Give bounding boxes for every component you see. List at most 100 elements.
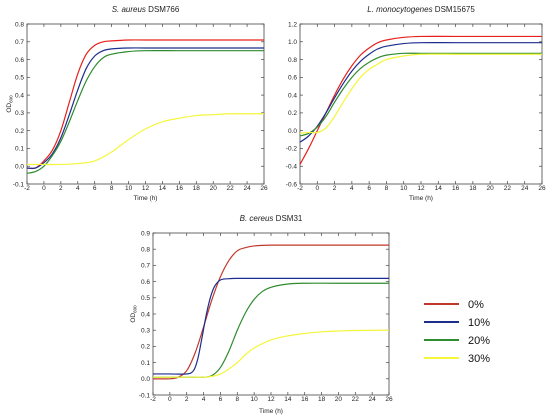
x-tick-label: 6 bbox=[367, 185, 371, 192]
x-tick-label: 14 bbox=[159, 185, 167, 192]
y-tick-label: 0.0 bbox=[15, 164, 24, 171]
y-tick-label: 0.8 bbox=[15, 21, 24, 28]
chart-title-rest: DSM31 bbox=[273, 214, 302, 223]
x-tick-label: 2 bbox=[333, 185, 337, 192]
x-tick-label: 0 bbox=[315, 185, 319, 192]
x-tick-label: 12 bbox=[142, 185, 150, 192]
chart-title-italic: L. monocytogenes bbox=[367, 5, 432, 14]
y-tick-label: 0.6 bbox=[15, 57, 24, 64]
series-line-10pct bbox=[26, 47, 264, 169]
y-tick-label: 0.4 bbox=[141, 311, 150, 318]
y-tick-label: 0.3 bbox=[15, 110, 24, 117]
y-tick-label: 0.4 bbox=[288, 92, 297, 99]
x-tick-label: 6 bbox=[93, 185, 97, 192]
legend-label: 10% bbox=[468, 317, 490, 329]
x-tick-label: 18 bbox=[469, 185, 477, 192]
chart-title-rest: DSM766 bbox=[146, 5, 180, 14]
x-tick-label: 20 bbox=[335, 396, 343, 403]
x-tick-label: 26 bbox=[538, 185, 546, 192]
y-axis-label-sub: 600 bbox=[9, 95, 14, 103]
y-tick-label: -0.6 bbox=[286, 181, 298, 188]
y-tick-label: 0.1 bbox=[141, 360, 150, 367]
y-tick-label: 0.0 bbox=[141, 376, 150, 383]
x-tick-label: 6 bbox=[219, 396, 223, 403]
x-tick-label: 0 bbox=[168, 396, 172, 403]
y-tick-label: 0.2 bbox=[15, 128, 24, 135]
x-tick-label: 0 bbox=[42, 185, 46, 192]
chart-title-italic: S. aureus bbox=[112, 5, 146, 14]
y-axis-label: OD600 bbox=[130, 305, 138, 323]
series-line-20pct bbox=[26, 50, 264, 174]
x-tick-label: 14 bbox=[284, 396, 292, 403]
x-tick-label: 18 bbox=[193, 185, 201, 192]
plot-frame bbox=[299, 23, 543, 185]
y-tick-label: 0.4 bbox=[15, 92, 24, 99]
x-tick-label: 16 bbox=[176, 185, 184, 192]
x-tick-label: 8 bbox=[385, 185, 389, 192]
series-line-0pct bbox=[26, 39, 264, 170]
y-tick-label: 0.7 bbox=[15, 39, 24, 46]
y-tick-label: 0.1 bbox=[15, 146, 24, 153]
y-tick-label: -0.1 bbox=[13, 181, 25, 188]
y-tick-label: 0.5 bbox=[141, 295, 150, 302]
y-tick-label: 0.7 bbox=[141, 263, 150, 270]
y-tick-label: 0.3 bbox=[141, 328, 150, 335]
chart-title: L. monocytogenes DSM15675 bbox=[367, 5, 475, 14]
series-line-0pct bbox=[152, 244, 389, 380]
y-tick-label: 0.2 bbox=[288, 110, 297, 117]
chart-title: B. cereus DSM31 bbox=[240, 214, 303, 223]
x-tick-label: 20 bbox=[487, 185, 495, 192]
chart-title-italic: B. cereus bbox=[240, 214, 274, 223]
x-tick-label: 14 bbox=[435, 185, 443, 192]
x-tick-label: 8 bbox=[235, 396, 239, 403]
series-line-30pct bbox=[26, 113, 265, 166]
legend: 0% 10% 20% 30% bbox=[424, 299, 490, 365]
y-tick-label: 0.9 bbox=[141, 230, 150, 237]
x-tick-label: 4 bbox=[350, 185, 354, 192]
y-tick-label: -0.2 bbox=[286, 146, 298, 153]
x-tick-label: 12 bbox=[417, 185, 425, 192]
y-tick-label: 1.2 bbox=[288, 21, 297, 28]
x-axis-label: Time (h) bbox=[409, 195, 433, 202]
y-tick-label: 0.8 bbox=[288, 57, 297, 64]
y-axis-label-main: OD bbox=[130, 313, 137, 323]
x-tick-label: 20 bbox=[210, 185, 218, 192]
chart-panel-1: -2 0 2 4 6 8 10 12 14 16 18 20 22 24 26-0.10.00.10.20.… bbox=[6, 5, 268, 202]
x-tick-label: 4 bbox=[76, 185, 80, 192]
y-axis-label-sub: 600 bbox=[133, 305, 138, 313]
x-tick-label: 10 bbox=[251, 396, 259, 403]
series-line-10pct bbox=[299, 42, 542, 143]
x-tick-label: 10 bbox=[400, 185, 408, 192]
x-tick-label: -2 bbox=[297, 185, 303, 192]
y-tick-label: 0.6 bbox=[288, 75, 297, 82]
y-axis-label: OD600 bbox=[6, 95, 14, 113]
series-line-10pct bbox=[153, 277, 389, 375]
x-tick-label: 24 bbox=[369, 396, 377, 403]
x-axis-label: Time (h) bbox=[134, 195, 158, 202]
x-tick-label: 12 bbox=[267, 396, 275, 403]
x-tick-label: 24 bbox=[521, 185, 529, 192]
x-tick-label: 16 bbox=[301, 396, 309, 403]
chart-title: S. aureus DSM766 bbox=[112, 5, 180, 14]
x-tick-label: -2 bbox=[24, 185, 30, 192]
x-tick-label: -2 bbox=[150, 396, 156, 403]
y-tick-label: 0.5 bbox=[15, 75, 24, 82]
series-line-30pct bbox=[299, 53, 542, 134]
x-tick-label: 18 bbox=[318, 396, 326, 403]
chart-panel-2: -2 0 2 4 6 8 10 12 14 16 18 20 22 24 26-0.6-0.4-0.20.0… bbox=[286, 5, 546, 202]
y-tick-label: -0.1 bbox=[139, 392, 151, 399]
plot-frame bbox=[152, 232, 390, 396]
x-tick-label: 22 bbox=[352, 396, 360, 403]
series-line-30pct bbox=[153, 329, 390, 378]
x-tick-label: 22 bbox=[504, 185, 512, 192]
y-tick-label: 1.0 bbox=[288, 39, 297, 46]
x-axis-label: Time (h) bbox=[259, 408, 283, 415]
x-tick-label: 24 bbox=[243, 185, 251, 192]
x-tick-label: 16 bbox=[452, 185, 460, 192]
y-tick-label: 0.6 bbox=[141, 279, 150, 286]
y-tick-label: 0.2 bbox=[141, 344, 150, 351]
legend-label: 20% bbox=[468, 335, 490, 347]
y-tick-label: 0.0 bbox=[288, 128, 297, 135]
x-tick-label: 2 bbox=[185, 396, 189, 403]
